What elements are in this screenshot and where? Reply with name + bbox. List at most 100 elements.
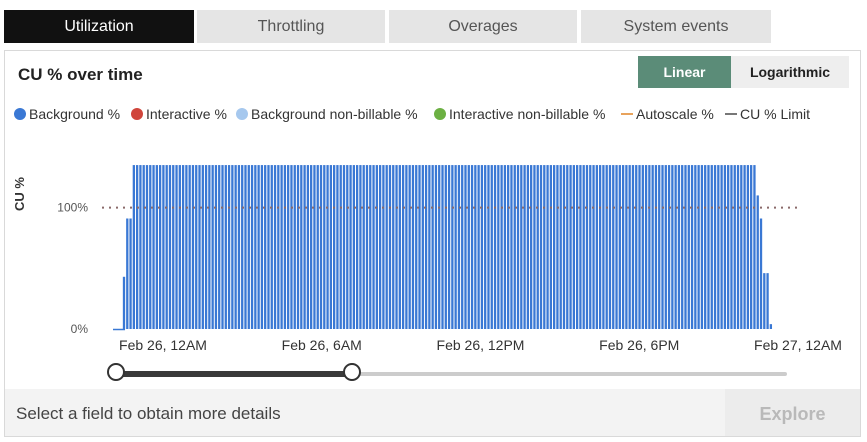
bar xyxy=(392,165,395,329)
bar xyxy=(132,165,135,329)
bar xyxy=(185,165,188,329)
tab-throttling[interactable]: Throttling xyxy=(197,10,385,43)
legend-item-interactive[interactable]: Interactive % xyxy=(131,104,227,124)
bar xyxy=(713,165,717,329)
bar xyxy=(329,165,333,329)
logarithmic-scale-button[interactable]: Logarithmic xyxy=(731,56,849,88)
bar xyxy=(434,165,438,329)
bar xyxy=(644,165,648,329)
bar xyxy=(257,165,260,329)
bar xyxy=(218,165,221,329)
bar xyxy=(135,165,139,329)
bar xyxy=(625,165,628,329)
bar xyxy=(178,165,181,329)
bar xyxy=(326,165,329,329)
bar xyxy=(638,165,641,329)
bar xyxy=(559,165,562,329)
bar xyxy=(175,165,178,329)
bar xyxy=(211,165,214,329)
bar xyxy=(264,165,267,329)
bar xyxy=(756,195,759,329)
bar xyxy=(750,165,753,329)
legend-marker-interactive-non-billable xyxy=(434,108,446,120)
bar xyxy=(592,165,595,329)
bar xyxy=(300,165,303,329)
bar xyxy=(507,165,510,329)
legend-item-interactive-non-billable[interactable]: Interactive non-billable % xyxy=(434,104,605,124)
bar xyxy=(208,165,211,329)
bar xyxy=(700,165,704,329)
legend-item-cu-limit[interactable]: CU % Limit xyxy=(725,104,810,124)
bar xyxy=(237,165,241,329)
bar xyxy=(323,165,326,329)
bar xyxy=(503,165,507,329)
bar xyxy=(142,165,145,329)
bar xyxy=(227,165,231,329)
bar xyxy=(424,165,428,329)
bar xyxy=(612,165,615,329)
legend-label-autoscale: Autoscale % xyxy=(636,106,714,122)
tab-utilization[interactable]: Utilization xyxy=(4,10,194,43)
bar xyxy=(306,165,310,329)
bar xyxy=(349,165,352,329)
bar xyxy=(500,165,503,329)
bar xyxy=(254,165,257,329)
bar xyxy=(546,165,549,329)
bar xyxy=(296,165,300,329)
legend-item-background[interactable]: Background % xyxy=(14,104,120,124)
bar xyxy=(687,165,690,329)
bar xyxy=(411,165,415,329)
bar xyxy=(172,165,175,329)
bar xyxy=(375,165,378,329)
bar xyxy=(247,165,250,329)
bar xyxy=(602,165,605,329)
bar xyxy=(533,165,536,329)
legend-item-background-non-billable[interactable]: Background non-billable % xyxy=(236,104,418,124)
bar xyxy=(704,165,707,329)
linear-scale-button[interactable]: Linear xyxy=(638,56,731,88)
legend-marker-background-non-billable xyxy=(236,108,248,120)
bar xyxy=(372,165,375,329)
bar xyxy=(365,165,369,329)
tab-overages[interactable]: Overages xyxy=(389,10,577,43)
bar xyxy=(497,165,500,329)
bar xyxy=(191,165,195,329)
x-tick-label: Feb 27, 12AM xyxy=(754,337,842,353)
bar xyxy=(181,165,185,329)
bar xyxy=(428,165,431,329)
bar xyxy=(382,165,385,329)
bar xyxy=(536,165,539,329)
bar xyxy=(201,165,204,329)
time-range-end-handle[interactable] xyxy=(343,363,361,381)
bar xyxy=(461,165,464,329)
bar xyxy=(260,165,264,329)
legend-item-autoscale[interactable]: Autoscale % xyxy=(621,104,714,124)
legend-marker-cu-limit xyxy=(725,113,737,115)
bar xyxy=(188,165,191,329)
bar xyxy=(595,165,598,329)
legend-label-interactive-non-billable: Interactive non-billable % xyxy=(449,106,606,122)
bar xyxy=(605,165,608,329)
tab-system-events[interactable]: System events xyxy=(581,10,771,43)
y-tick-label: 100% xyxy=(57,201,88,215)
bar xyxy=(369,165,372,329)
bar xyxy=(316,165,319,329)
bar xyxy=(415,165,418,329)
bar xyxy=(579,165,582,329)
bar xyxy=(355,165,359,329)
bar xyxy=(313,165,316,329)
time-range-start-handle[interactable] xyxy=(107,363,125,381)
bar xyxy=(707,165,710,329)
bar xyxy=(438,165,441,329)
bar xyxy=(585,165,589,329)
bar xyxy=(575,165,579,329)
bar xyxy=(221,165,224,329)
bar xyxy=(484,165,487,329)
time-range-slider-track[interactable] xyxy=(115,372,787,376)
bar xyxy=(766,273,769,329)
bar xyxy=(523,165,526,329)
chart-title: CU % over time xyxy=(18,65,143,84)
bar xyxy=(566,165,569,329)
bar xyxy=(493,165,497,329)
explore-button[interactable]: Explore xyxy=(725,389,860,436)
